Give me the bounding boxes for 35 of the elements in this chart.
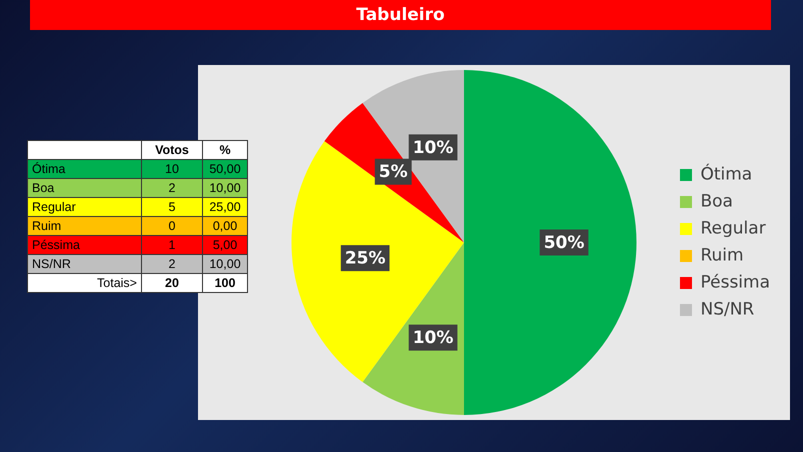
series-label: % xyxy=(202,140,248,160)
text: Totais> xyxy=(28,274,142,292)
category-label: NS/NR xyxy=(28,254,142,274)
data-label: 10% xyxy=(412,328,454,348)
data-label: 25,00 xyxy=(202,198,248,216)
category-label: Boa xyxy=(28,178,142,198)
data-label: 5% xyxy=(378,162,408,182)
category-label: Ruim xyxy=(28,216,142,236)
data-label: 0 xyxy=(142,216,202,236)
text: 20 xyxy=(165,276,179,290)
data-label: 2 xyxy=(142,178,202,198)
series-label: Votos xyxy=(142,140,202,160)
data-label: 50,00 xyxy=(202,160,248,178)
data-label: 10,00 xyxy=(202,178,248,198)
data-label: 10% xyxy=(412,138,454,158)
data-label: 50% xyxy=(544,232,584,253)
data-label: 0,00 xyxy=(202,216,248,236)
legend-label: Regular xyxy=(700,218,766,238)
legend-label: Ruim xyxy=(700,245,744,266)
data-label: 1 xyxy=(142,236,202,254)
data-label: 2 xyxy=(142,254,202,274)
data-label: 10,00 xyxy=(202,254,248,274)
data-label: 25% xyxy=(344,248,386,269)
chart-title: Tabuleiro xyxy=(30,0,771,30)
category-label: Regular xyxy=(28,198,142,216)
category-label: Péssima xyxy=(28,236,142,254)
legend-label: Péssima xyxy=(700,272,770,292)
data-label: 10 xyxy=(142,160,202,178)
category-label: Ótima xyxy=(28,160,142,178)
legend-label: Boa xyxy=(700,191,733,212)
data-label: 5 xyxy=(142,198,202,216)
text: 100 xyxy=(214,276,236,290)
data-label: 5,00 xyxy=(202,236,248,254)
legend-label: NS/NR xyxy=(700,299,754,320)
legend-label: Ótima xyxy=(700,163,752,184)
